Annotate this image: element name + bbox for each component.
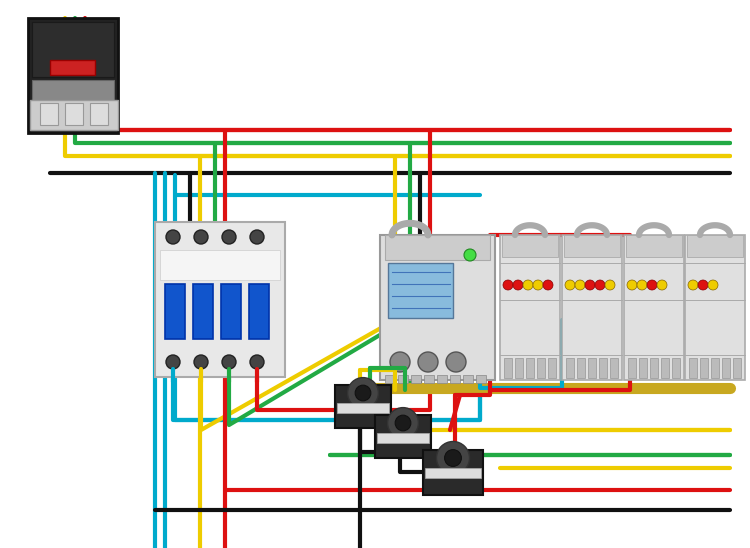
Bar — [32, 80, 114, 100]
Circle shape — [390, 352, 410, 372]
Bar — [337, 403, 389, 413]
Circle shape — [503, 280, 513, 290]
Bar — [722, 358, 730, 378]
Bar — [672, 358, 680, 378]
Bar — [424, 375, 434, 383]
Circle shape — [347, 378, 379, 408]
Bar — [639, 358, 647, 378]
Bar — [689, 358, 697, 378]
Bar — [398, 375, 408, 383]
Bar — [165, 284, 185, 339]
Circle shape — [647, 280, 657, 290]
Bar — [526, 358, 534, 378]
Circle shape — [575, 280, 585, 290]
Bar — [380, 235, 495, 380]
Circle shape — [446, 352, 466, 372]
Bar — [377, 433, 429, 443]
Bar — [450, 375, 460, 383]
Bar — [28, 18, 118, 133]
Circle shape — [585, 280, 595, 290]
Bar — [160, 250, 280, 280]
Circle shape — [708, 280, 718, 290]
Bar — [733, 358, 741, 378]
Bar — [249, 284, 269, 339]
Bar — [700, 358, 708, 378]
Circle shape — [166, 355, 180, 369]
Bar — [599, 358, 607, 378]
Circle shape — [194, 355, 208, 369]
Bar — [30, 100, 118, 130]
Bar — [650, 358, 658, 378]
Bar — [500, 235, 560, 380]
Bar — [155, 222, 285, 377]
Bar — [562, 235, 622, 380]
Circle shape — [222, 355, 236, 369]
Circle shape — [250, 355, 264, 369]
Circle shape — [388, 408, 418, 438]
Bar — [626, 235, 682, 257]
Circle shape — [194, 230, 208, 244]
Circle shape — [250, 230, 264, 244]
Circle shape — [356, 385, 370, 401]
Circle shape — [688, 280, 698, 290]
Bar — [32, 22, 114, 77]
Circle shape — [595, 280, 605, 290]
Bar — [385, 375, 395, 383]
Bar — [90, 103, 108, 125]
Bar — [711, 358, 719, 378]
Circle shape — [605, 280, 615, 290]
Circle shape — [533, 280, 543, 290]
Bar — [375, 415, 431, 458]
Circle shape — [513, 280, 523, 290]
Circle shape — [418, 352, 438, 372]
Bar — [577, 358, 585, 378]
Bar — [502, 235, 558, 257]
Bar — [193, 284, 213, 339]
Bar — [564, 235, 620, 257]
Circle shape — [523, 280, 533, 290]
Circle shape — [222, 230, 236, 244]
Bar — [335, 385, 391, 428]
Bar — [411, 375, 421, 383]
Circle shape — [543, 280, 553, 290]
Bar — [425, 468, 481, 478]
Circle shape — [464, 249, 476, 261]
Circle shape — [395, 415, 411, 431]
Bar — [463, 375, 473, 383]
Circle shape — [166, 230, 180, 244]
Bar — [476, 375, 486, 383]
Bar — [566, 358, 574, 378]
Bar — [65, 103, 83, 125]
Bar — [687, 235, 743, 257]
Bar — [40, 103, 58, 125]
Bar — [628, 358, 636, 378]
Circle shape — [637, 280, 647, 290]
Circle shape — [436, 442, 470, 475]
Circle shape — [445, 449, 461, 466]
Bar — [388, 263, 453, 318]
Bar — [537, 358, 545, 378]
Bar — [624, 235, 684, 380]
Bar — [588, 358, 596, 378]
Bar — [423, 450, 483, 495]
Bar — [515, 358, 523, 378]
Bar — [504, 358, 512, 378]
Bar — [437, 375, 447, 383]
Bar — [610, 358, 618, 378]
Bar — [548, 358, 556, 378]
Circle shape — [698, 280, 708, 290]
Bar — [685, 235, 745, 380]
Circle shape — [565, 280, 575, 290]
Bar — [385, 235, 490, 260]
Circle shape — [657, 280, 667, 290]
Bar — [221, 284, 241, 339]
Circle shape — [627, 280, 637, 290]
Bar — [50, 60, 95, 75]
Bar — [661, 358, 669, 378]
